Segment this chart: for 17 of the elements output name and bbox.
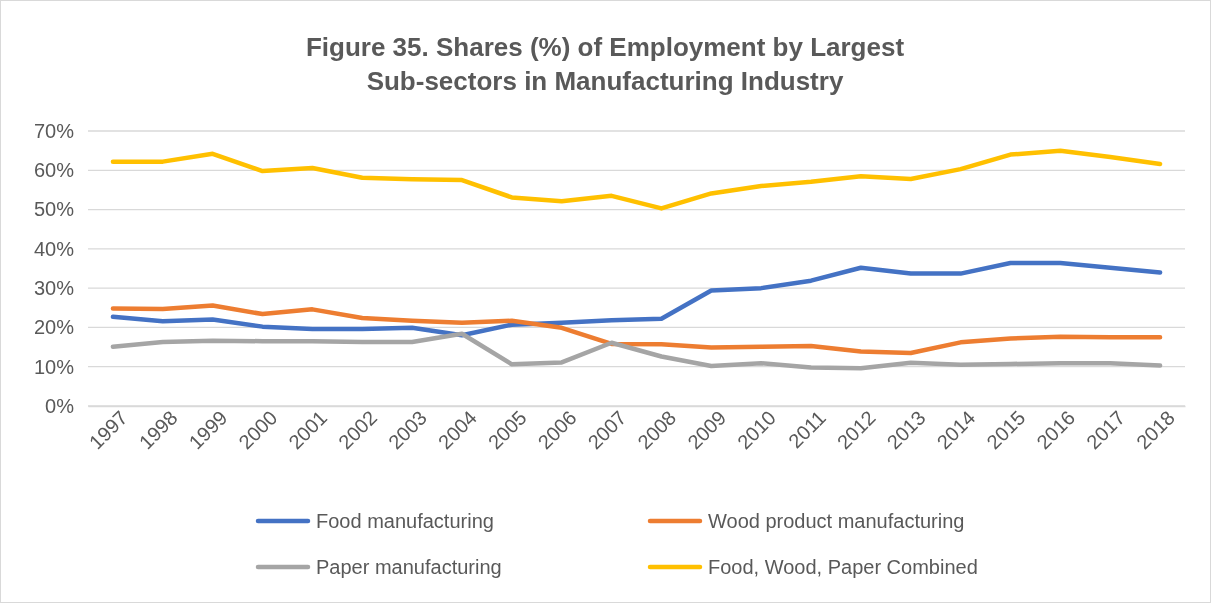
y-tick-label: 20% [33,316,75,339]
line-series [110,331,1163,371]
line-series [110,260,1163,338]
y-tick-label: 10% [33,355,75,378]
legend-label: Food manufacturing [316,510,494,532]
line-series [110,303,1163,356]
y-tick-label: 0% [45,394,75,417]
legend-label: Paper manufacturing [316,556,502,578]
line-series [110,148,1163,211]
y-tick-label: 50% [33,198,75,221]
chart-title: Figure 35. Shares (%) of Employment by Largest Sub-sectors in Manufacturing Industry [305,32,905,96]
legend-label: Food, Wood, Paper Combined [708,556,978,578]
y-tick-label: 70% [33,119,75,142]
legend-label: Wood product manufacturing [708,510,965,532]
y-tick-label: 30% [33,277,75,300]
y-tick-label: 60% [33,159,75,182]
y-tick-label: 40% [33,237,75,260]
